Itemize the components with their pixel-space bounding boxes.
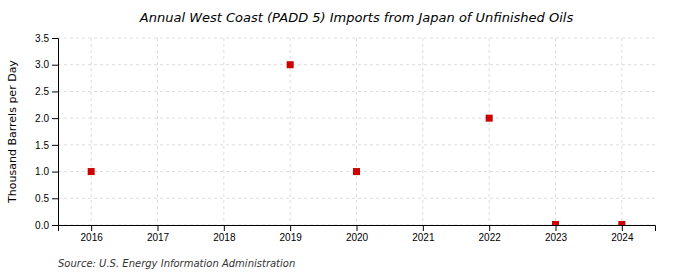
grid-line-x xyxy=(157,38,158,225)
tick-label: 2024 xyxy=(611,232,634,243)
point xyxy=(88,168,95,175)
tick-label: 2.5 xyxy=(35,86,49,97)
tick-mark xyxy=(52,118,58,119)
tick: 2016 xyxy=(81,225,104,243)
grid-line-x xyxy=(621,38,622,225)
tick-label: 2021 xyxy=(412,232,435,243)
y-axis-title: Thousand Barrels per Day xyxy=(6,60,19,204)
grid-line-y xyxy=(58,91,655,92)
tick-label: 2022 xyxy=(479,232,502,243)
grid-line-y xyxy=(58,198,655,199)
grid-line-x xyxy=(91,38,92,225)
grid-line-x xyxy=(489,38,490,225)
tick-label: 2020 xyxy=(346,232,369,243)
y-axis: 0.0 0.5 1.0 1.5 2.0 2.5 3.0 3.5 xyxy=(35,33,58,231)
tick: 0.0 xyxy=(35,220,58,231)
grid xyxy=(58,38,655,225)
tick: 1.5 xyxy=(35,140,58,151)
tick-mark xyxy=(52,225,58,226)
tick-mark xyxy=(158,225,159,231)
title: Annual West Coast (PADD 5) Imports from … xyxy=(139,10,574,25)
axis-line xyxy=(59,226,656,232)
tick-mark xyxy=(52,65,58,66)
tick-mark xyxy=(91,225,92,231)
point xyxy=(287,61,294,68)
point xyxy=(486,115,493,122)
tick: 3.5 xyxy=(35,33,58,44)
tick-mark xyxy=(224,225,225,231)
tick: 2023 xyxy=(545,225,568,243)
grid-line-x xyxy=(555,38,556,225)
grid-line-y xyxy=(58,64,655,65)
grid-line-x xyxy=(422,38,423,225)
tick-label: 3.5 xyxy=(35,33,49,44)
tick-mark xyxy=(52,198,58,199)
tick-label: 2.0 xyxy=(35,113,49,124)
tick-label: 2017 xyxy=(147,232,170,243)
tick: 2021 xyxy=(412,225,435,243)
tick-mark xyxy=(622,225,623,231)
grid-line-y xyxy=(58,38,655,39)
tick-mark xyxy=(52,145,58,146)
points xyxy=(88,61,626,225)
tick: 2018 xyxy=(213,225,236,243)
tick-label: 2018 xyxy=(213,232,236,243)
tick: 0.5 xyxy=(35,193,58,204)
source: Source: U.S. Energy Information Administ… xyxy=(58,258,295,269)
tick-mark xyxy=(556,225,557,231)
tick-label: 0.0 xyxy=(35,220,49,231)
tick: 2.0 xyxy=(35,113,58,124)
tick: 1.0 xyxy=(35,166,58,177)
tick: 2020 xyxy=(346,225,369,243)
chart: 2016201720182019202020212022202320240.00… xyxy=(0,0,675,275)
tick: 2019 xyxy=(280,225,303,243)
tick-mark xyxy=(290,225,291,231)
tick-label: 2019 xyxy=(280,232,303,243)
tick-label: 3.0 xyxy=(35,59,49,70)
plot: 2016201720182019202020212022202320240.00… xyxy=(35,33,655,243)
tick: 2022 xyxy=(479,225,502,243)
tick-mark xyxy=(357,225,358,231)
point xyxy=(353,168,360,175)
point xyxy=(618,221,625,225)
tick: 3.0 xyxy=(35,59,58,70)
tick: 2024 xyxy=(611,225,634,243)
grid-line-x xyxy=(223,38,224,225)
axis-line xyxy=(52,39,59,226)
tick: 2017 xyxy=(147,225,170,243)
tick-label: 2023 xyxy=(545,232,568,243)
point xyxy=(552,221,559,225)
tick-label: 1.5 xyxy=(35,140,49,151)
grid-line-x xyxy=(356,38,357,225)
tick-mark xyxy=(52,38,58,39)
tick-label: 2016 xyxy=(81,232,104,243)
tick-mark xyxy=(489,225,490,231)
tick-mark xyxy=(423,225,424,231)
tick-label: 0.5 xyxy=(35,193,49,204)
grid-line-y xyxy=(58,118,655,119)
x-axis: 2016 2017 2018 2019 2020 2021 2022 2023 2024 xyxy=(59,225,656,243)
tick: 2.5 xyxy=(35,86,58,97)
tick-mark xyxy=(52,172,58,173)
tick-mark xyxy=(52,91,58,92)
tick-label: 1.0 xyxy=(35,166,49,177)
grid-line-y xyxy=(58,144,655,145)
